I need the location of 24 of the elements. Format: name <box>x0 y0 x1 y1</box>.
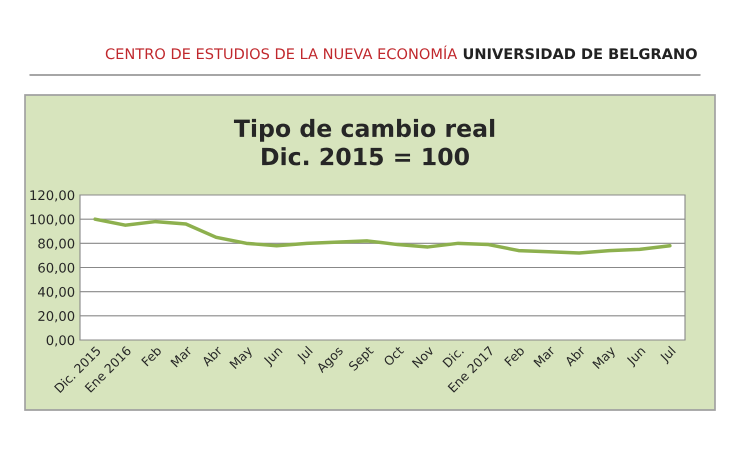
y-tick-label: 60,00 <box>38 262 74 274</box>
x-tick-label: Nov <box>412 345 434 368</box>
x-tick-label: Abr <box>564 344 586 367</box>
x-tick-label: Mar <box>533 345 556 368</box>
x-tick-label: Feb <box>140 345 162 366</box>
x-tick-label: Mar <box>170 345 193 368</box>
x-tick-label: Abr <box>200 344 223 367</box>
x-tick-label: Dic. <box>442 346 464 368</box>
y-tick-label: 20,00 <box>38 311 74 322</box>
y-tick-label: 0,00 <box>46 335 74 347</box>
y-tick-label: 120,00 <box>30 190 74 202</box>
x-tick-label: Jul <box>658 346 678 364</box>
x-tick-label: Oct <box>382 345 404 366</box>
chart-title: Tipo de cambio real Dic. 2015 = 100 <box>234 118 494 166</box>
x-tick-label: Jun <box>626 346 648 368</box>
x-tick-label: Jul <box>296 346 315 364</box>
y-tick-label: 80,00 <box>38 238 74 250</box>
x-tick-label: Feb <box>504 345 525 366</box>
y-tick-label: 40,00 <box>38 286 74 298</box>
line-series <box>93 217 672 255</box>
x-tick-label: Jun <box>262 346 284 368</box>
y-tick-label: 100,00 <box>30 214 74 226</box>
text: UNIVERSIDAD DE BELGRANO <box>464 48 697 60</box>
text: CENTRO DE ESTUDIOS DE LA NUEVA ECONOMÍA <box>106 46 458 60</box>
